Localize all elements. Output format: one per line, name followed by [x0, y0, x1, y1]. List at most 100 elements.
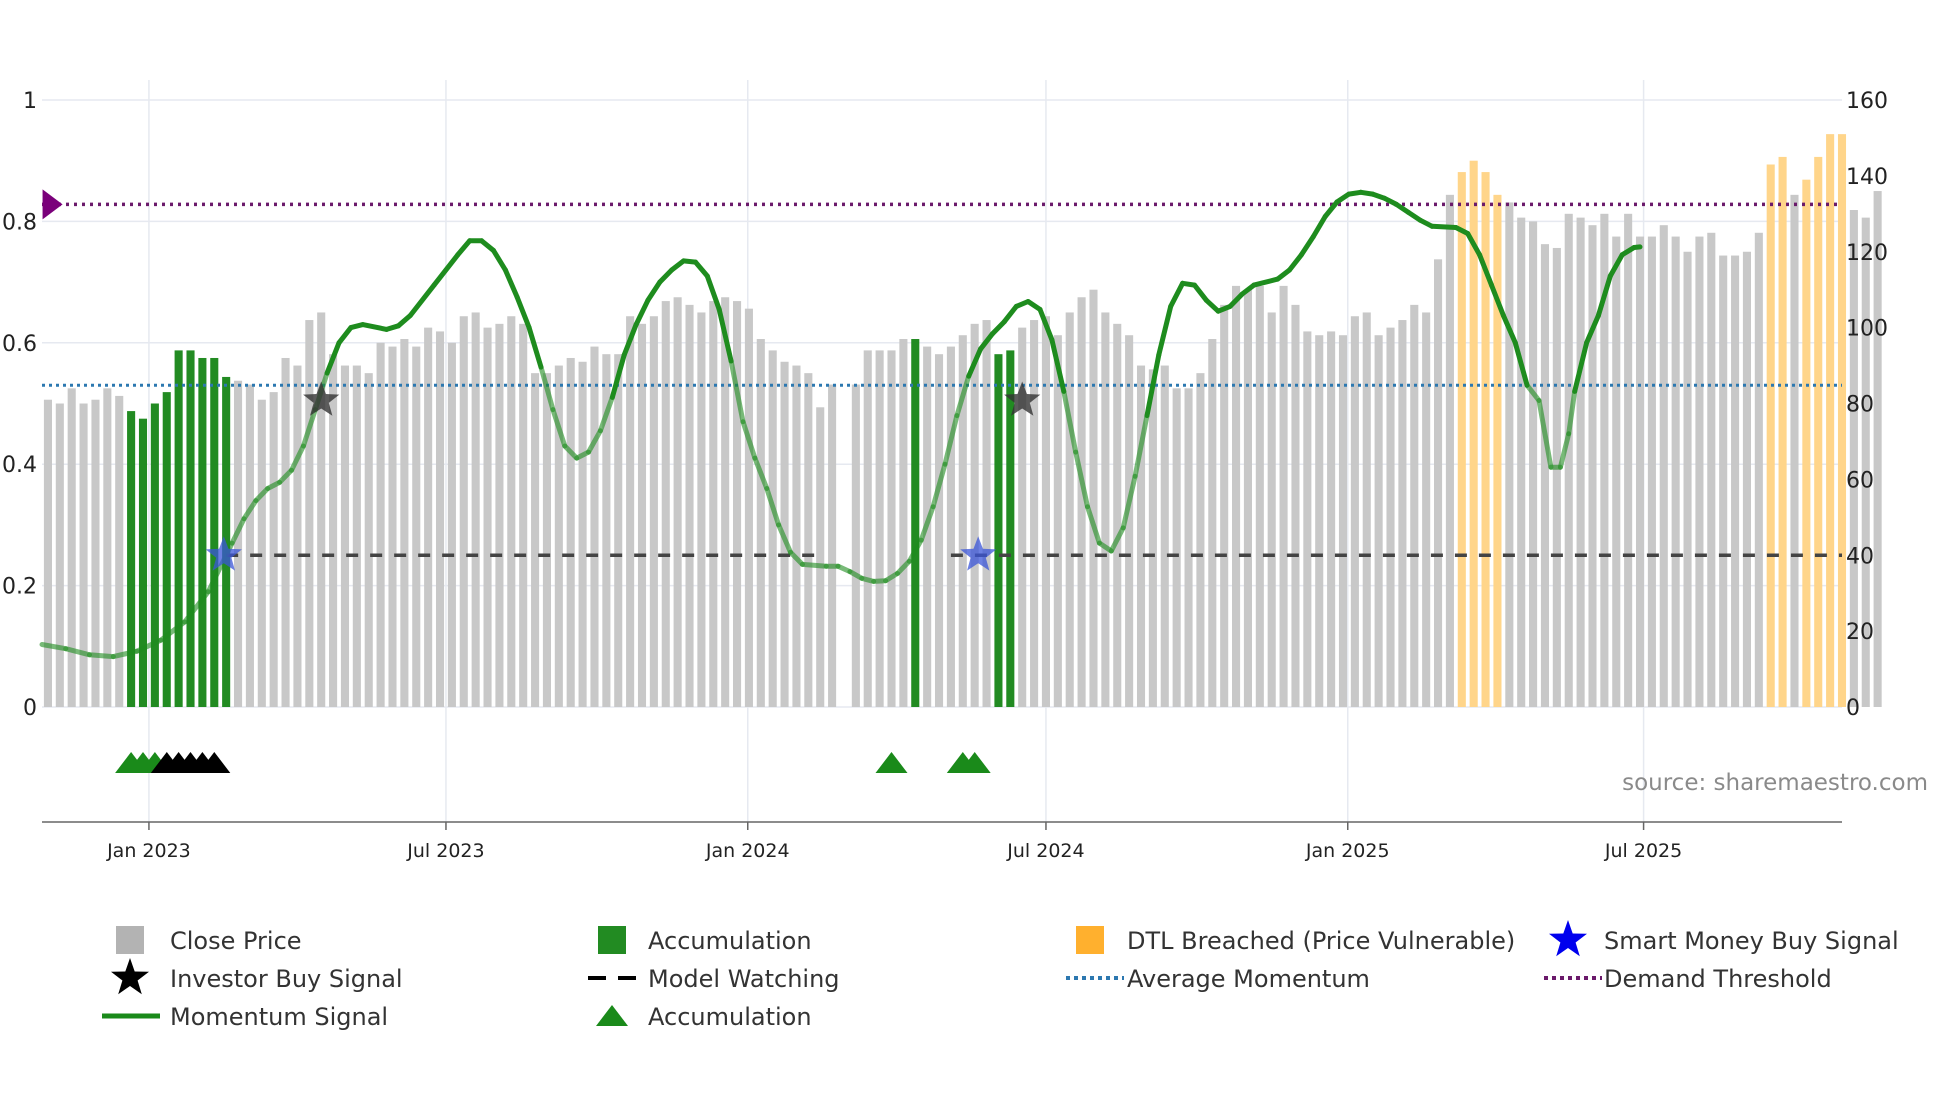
momentum-segment — [1156, 303, 1174, 358]
close-price-bar — [281, 357, 290, 707]
close-price-bar — [471, 312, 480, 707]
x-tick-label: Jan 2024 — [705, 840, 790, 862]
close-price-bar — [946, 346, 955, 707]
smart-money-buy-signal — [205, 536, 242, 571]
momentum-segment — [1572, 340, 1590, 394]
close-price-bar — [1243, 289, 1252, 707]
legend-item: Accumulation — [596, 1003, 812, 1031]
close-price-bar — [733, 301, 742, 707]
right-axis: 0 20 40 60 80 100 120 140 160 — [1846, 89, 1888, 721]
momentum-segment — [1037, 306, 1055, 343]
close-price-bar — [55, 403, 64, 707]
accumulation-bar — [127, 411, 136, 707]
close-price-bar — [554, 365, 563, 707]
close-price-bar — [637, 323, 647, 707]
close-price-bar — [851, 384, 860, 707]
close-price-bar — [1041, 316, 1050, 707]
legend-label: Model Watching — [648, 965, 840, 993]
close-price-bar — [245, 384, 254, 707]
dtl-breached-bar — [1457, 172, 1466, 707]
close-price-bar — [1113, 323, 1122, 707]
momentum-segment — [360, 322, 390, 332]
close-price-bar — [970, 323, 979, 707]
close-price-bar — [1255, 285, 1264, 707]
momentum-segment — [1251, 276, 1281, 288]
momentum-segment — [1132, 413, 1150, 479]
legend-swatch — [1076, 926, 1104, 954]
legend-swatch — [596, 1005, 628, 1026]
legend-label: Average Momentum — [1127, 965, 1370, 993]
momentum-segment — [1287, 252, 1304, 273]
close-price-bar — [1172, 388, 1181, 707]
momentum-segment — [1227, 291, 1245, 309]
momentum-segment — [562, 443, 580, 461]
close-price-bar — [1232, 285, 1241, 707]
close-price-bar — [542, 373, 551, 707]
close-price-bar — [1695, 236, 1704, 707]
momentum-segment — [395, 313, 413, 329]
close-price-bar — [1077, 297, 1086, 707]
accumulation-bar — [994, 354, 1003, 707]
close-price-bar — [1600, 213, 1609, 707]
close-price-bar — [626, 316, 635, 707]
close-price-bar — [1208, 339, 1217, 707]
momentum-segment — [39, 642, 69, 652]
momentum-segment — [633, 297, 651, 328]
dtl-breached-bar — [1814, 156, 1823, 707]
momentum-segment — [1073, 449, 1090, 510]
close-price-bar — [673, 297, 682, 707]
momentum-segment — [799, 561, 829, 569]
momentum-segment — [538, 364, 556, 413]
accumulation-bar — [210, 357, 219, 707]
momentum-segment — [716, 306, 734, 364]
left-tick-label: 0.2 — [2, 575, 37, 600]
right-tick-label: 120 — [1846, 241, 1888, 266]
accumulation-bar — [150, 403, 159, 707]
left-axis: 0 0.2 0.4 0.6 0.8 1 — [2, 89, 37, 721]
close-price-bar — [1624, 213, 1633, 707]
accumulation-marker — [958, 752, 991, 773]
close-price-bar — [424, 327, 433, 708]
momentum-segment — [918, 504, 936, 543]
momentum-segment — [1557, 431, 1572, 470]
momentum-segment — [1108, 525, 1126, 554]
close-price-bar — [1635, 236, 1645, 707]
momentum-segment — [728, 358, 746, 425]
momentum-segment — [657, 267, 675, 285]
momentum-segment — [1144, 352, 1162, 419]
source-label: source: sharemaestro.com — [1622, 770, 1928, 796]
dtl-breached-bar — [1469, 160, 1478, 707]
close-price-bar — [804, 373, 813, 707]
momentum-segment — [894, 558, 912, 576]
momentum-segment — [776, 522, 793, 555]
close-price-bar — [1220, 304, 1229, 707]
momentum-segment — [906, 537, 924, 564]
close-price-bar — [1125, 335, 1134, 707]
right-tick-label: 40 — [1846, 544, 1874, 569]
close-price-bar — [1267, 312, 1276, 707]
close-price-bar — [79, 403, 88, 707]
close-price-bar — [649, 316, 658, 707]
momentum-segment — [990, 319, 1007, 337]
accumulation-bar — [138, 418, 148, 707]
momentum-segment — [407, 282, 437, 318]
close-price-bar — [91, 399, 100, 707]
legend-label: Momentum Signal — [170, 1003, 388, 1031]
right-tick-label: 160 — [1846, 89, 1888, 114]
dtl-breached-bar — [1766, 164, 1775, 708]
close-price-bar — [1184, 388, 1193, 707]
momentum-segment — [277, 467, 294, 485]
close-price-bar — [329, 354, 338, 707]
x-tick-label: Jan 2025 — [1305, 840, 1390, 862]
accumulation-marker — [198, 752, 231, 773]
x-axis: Jan 2023 Jul 2023 Jan 2024 Jul 2024 Jan 2025… — [106, 822, 1682, 862]
close-price-bar — [364, 373, 373, 707]
momentum-segment — [693, 259, 710, 279]
dtl-breached-bar — [1837, 134, 1847, 707]
accumulation-bar — [174, 350, 183, 707]
close-price-bar — [1588, 225, 1597, 707]
momentum-segment — [1536, 398, 1554, 470]
momentum-segment — [942, 413, 960, 467]
close-price-bar — [1350, 316, 1359, 707]
momentum-segment — [1085, 504, 1102, 546]
